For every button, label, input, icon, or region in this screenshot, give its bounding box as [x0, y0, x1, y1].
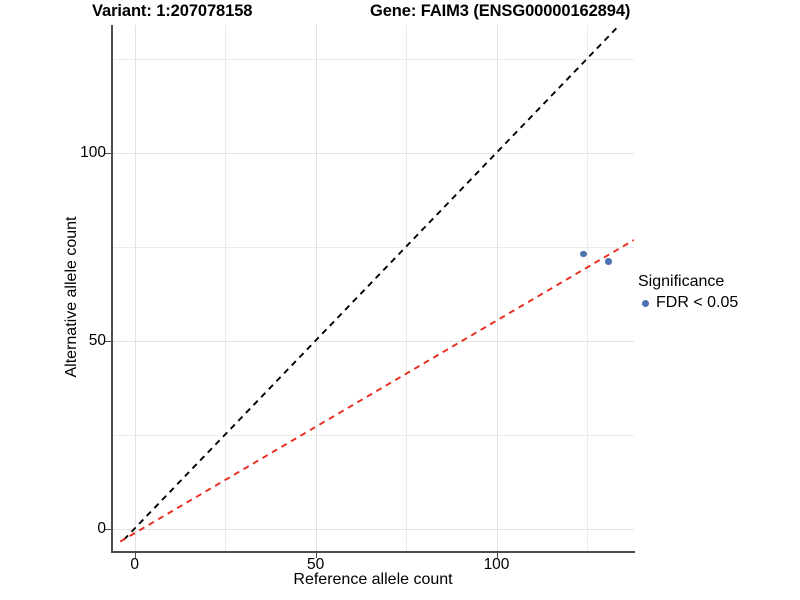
x-tick-mark: [496, 552, 498, 558]
legend-dot: [642, 299, 649, 307]
y-tick-label: 100: [80, 143, 106, 161]
legend-item-label: FDR < 0.05: [656, 294, 739, 311]
grid-line-vertical-major: [315, 25, 317, 551]
y-tick-mark: [105, 340, 111, 342]
gene-title: Gene: FAIM3 (ENSG00000162894): [370, 2, 631, 20]
x-tick-mark: [134, 552, 137, 558]
x-tick-mark: [315, 552, 317, 558]
chart-title-bar: Variant: 1:207078158 Gene: FAIM3 (ENSG00…: [0, 2, 800, 26]
grid-line-horizontal-minor: [113, 246, 634, 248]
y-tick-label: 0: [97, 519, 106, 537]
y-tick-mark: [105, 152, 111, 155]
grid-line-horizontal-major: [113, 340, 634, 342]
grid-line-horizontal-major: [113, 152, 634, 154]
x-tick-label: 0: [130, 556, 139, 573]
legend-item[interactable]: FDR < 0.05: [636, 292, 800, 314]
reference-line-identity: [123, 25, 621, 541]
grid-line-vertical-major: [134, 25, 136, 551]
legend-title: Significance: [638, 273, 725, 290]
legend: Significance FDR < 0.05: [636, 272, 800, 314]
grid-line-vertical-minor: [406, 25, 408, 551]
grid-line-horizontal-major: [113, 528, 634, 530]
grid-line-vertical-major: [496, 25, 498, 551]
grid-line-vertical-minor: [225, 25, 227, 551]
x-axis-line: [111, 551, 635, 553]
reference-line-fitted-ratio: [119, 239, 634, 543]
legend-key-circle-icon: [636, 294, 655, 313]
y-tick-mark: [105, 528, 111, 530]
legend-items: FDR < 0.05: [636, 292, 800, 314]
x-axis-tick-labels: 0 50 100: [0, 557, 800, 579]
scatter-point[interactable]: [605, 258, 612, 265]
plot-panel: [113, 25, 634, 551]
y-axis-tick-labels: 0 50 100: [40, 0, 106, 600]
x-axis-label: Reference allele count: [293, 571, 453, 588]
grid-line-horizontal-minor: [113, 434, 634, 436]
scatter-point[interactable]: [580, 250, 587, 258]
grid-line-horizontal-minor: [113, 58, 634, 60]
x-tick-label: 50: [306, 556, 325, 573]
grid-line-vertical-minor: [587, 25, 588, 551]
x-tick-label: 100: [483, 556, 510, 573]
y-tick-label: 50: [88, 331, 106, 349]
y-axis-line: [111, 25, 113, 553]
reference-lines: [119, 25, 634, 543]
variant-title: Variant: 1:207078158: [92, 2, 253, 20]
